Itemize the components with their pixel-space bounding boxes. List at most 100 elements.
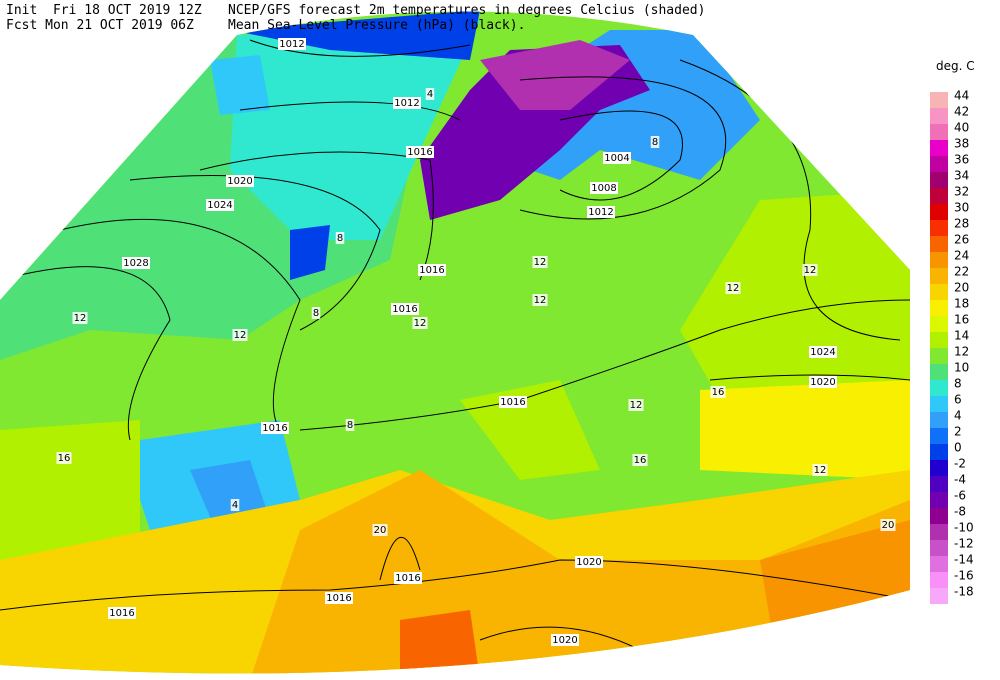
legend: 4442403836343230282624222018161412108642… [930, 89, 974, 604]
isobar-label-bg [418, 264, 446, 276]
isobar-label: 1016 [419, 265, 444, 276]
legend-swatch [930, 556, 948, 572]
legend-swatch [930, 588, 948, 604]
temperature-label-bg [72, 312, 88, 324]
legend-swatch [930, 284, 948, 300]
legend-swatch [930, 476, 948, 492]
legend-label: -16 [954, 569, 974, 583]
title-line: NCEP/GFS forecast 2m temperatures in deg… [228, 3, 705, 18]
legend-label: -12 [954, 537, 974, 551]
isobar-label-bg [394, 572, 422, 584]
legend-swatch [930, 524, 948, 540]
legend-title: deg. C [936, 59, 975, 73]
legend-swatch [930, 108, 948, 124]
isobar-label-bg [226, 175, 254, 187]
legend-swatch [930, 412, 948, 428]
isobar-label-bg [325, 592, 353, 604]
legend-swatch [930, 316, 948, 332]
legend-swatch [930, 236, 948, 252]
map [0, 11, 910, 674]
legend-swatch [930, 540, 948, 556]
temperature-label: 4 [232, 500, 238, 511]
temperature-label-bg [345, 419, 355, 431]
temperature-label: 12 [804, 265, 817, 276]
legend-swatch [930, 124, 948, 140]
isobar-label-bg [108, 607, 136, 619]
temperature-label: 20 [882, 520, 895, 531]
isobar-label: 1016 [109, 608, 134, 619]
isobar-label: 1004 [604, 153, 629, 164]
isobar-label-bg [809, 346, 837, 358]
isobar-label: 1012 [279, 39, 304, 50]
temperature-label: 8 [652, 137, 658, 148]
temperature-label: 4 [427, 89, 433, 100]
temperature-label-bg [802, 264, 818, 276]
isobar-label-bg [393, 97, 421, 109]
isobar-label: 1012 [394, 98, 419, 109]
legend-label: -6 [954, 489, 966, 503]
legend-swatch [930, 156, 948, 172]
legend-swatch [930, 428, 948, 444]
temperature-label: 16 [712, 387, 725, 398]
isobar-label: 1020 [576, 557, 601, 568]
isobar-label-bg [261, 422, 289, 434]
legend-label: 36 [954, 153, 969, 167]
legend-label: -14 [954, 553, 974, 567]
isobar-label: 1020 [227, 176, 252, 187]
temperature-label: 8 [337, 233, 343, 244]
temperature-label-bg [372, 524, 388, 536]
legend-swatch [930, 396, 948, 412]
temperature-label-bg [650, 136, 660, 148]
legend-swatch [930, 188, 948, 204]
temperature-label: 12 [727, 283, 740, 294]
legend-label: 4 [954, 409, 962, 423]
isobar-label-bg [391, 303, 419, 315]
legend-label: -18 [954, 585, 974, 599]
legend-label: 18 [954, 297, 969, 311]
temperature-label-bg [628, 399, 644, 411]
legend-swatch [930, 204, 948, 220]
temperature-label-bg [532, 256, 548, 268]
legend-swatch [930, 380, 948, 396]
legend-label: 14 [954, 329, 969, 343]
isobar-label: 1024 [810, 347, 835, 358]
temperature-label-bg [335, 232, 345, 244]
legend-swatch [930, 92, 948, 108]
isobar-label: 1016 [407, 147, 432, 158]
forecast-time: Fcst Mon 21 OCT 2019 06Z [6, 18, 194, 33]
map-labels: 1012 1012 1016 1020 1024 1028 1016 1016 1004 1008… [56, 38, 896, 646]
legend-swatch [930, 364, 948, 380]
legend-swatch [930, 268, 948, 284]
isobar-label: 1016 [326, 593, 351, 604]
legend-swatch [930, 348, 948, 364]
isobar-label: 1012 [588, 207, 613, 218]
legend-label: -8 [954, 505, 966, 519]
legend-label: -4 [954, 473, 966, 487]
temperature-label-bg [425, 88, 435, 100]
temperature-label-bg [230, 499, 240, 511]
legend-label: 40 [954, 121, 969, 135]
legend-label: 2 [954, 425, 962, 439]
temperature-label: 16 [58, 453, 71, 464]
legend-label: 22 [954, 265, 969, 279]
legend-swatch [930, 220, 948, 236]
legend-label: 32 [954, 185, 969, 199]
isobar-label-bg [603, 152, 631, 164]
legend-swatch [930, 444, 948, 460]
legend-label: 44 [954, 89, 969, 103]
isobar-label: 1020 [552, 635, 577, 646]
isobar-label-bg [590, 182, 618, 194]
legend-label: 12 [954, 345, 969, 359]
init-time: Init Fri 18 OCT 2019 12Z [6, 3, 202, 18]
temperature-label: 16 [634, 455, 647, 466]
isobar-label-bg [809, 376, 837, 388]
temperature-label: 12 [534, 257, 547, 268]
temperature-label: 8 [313, 308, 319, 319]
isobar-label: 1028 [123, 258, 148, 269]
legend-label: 28 [954, 217, 969, 231]
temperature-label-bg [880, 519, 896, 531]
legend-label: 34 [954, 169, 969, 183]
legend-swatch [930, 172, 948, 188]
legend-label: 0 [954, 441, 962, 455]
